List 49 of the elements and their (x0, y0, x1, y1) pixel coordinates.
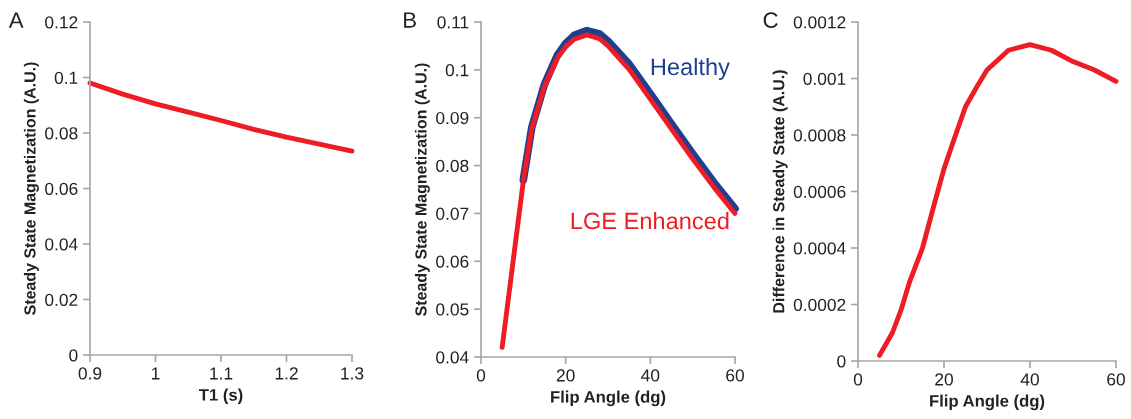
y-axis-title: Steady State Magnetization (A.U.) (23, 62, 39, 315)
y-tick-label: 0.08 (45, 127, 78, 140)
y-tick-label: 0.001 (803, 72, 846, 85)
x-tick-label: 1 (152, 367, 160, 380)
y-tick-label: 0.02 (45, 293, 78, 306)
y-tick-label: 0.0004 (793, 242, 846, 255)
y-tick-label: 0.04 (436, 351, 469, 364)
chart-title: A (8, 12, 24, 28)
x-tick-label: 1.2 (275, 367, 298, 380)
chart-title: B (404, 12, 416, 28)
y-tick-label: 0.1 (54, 71, 78, 84)
x-tick-label: 0.9 (78, 367, 102, 380)
series-label: LGE Enhanced (571, 212, 729, 230)
y-tick-label: 0.06 (45, 182, 78, 195)
chart-title: C (763, 12, 778, 28)
x-tick-label: 0 (853, 373, 863, 386)
y-tick-label: 0.11 (437, 16, 469, 29)
x-tick-label: 20 (556, 369, 575, 382)
y-axis-title: Difference in Steady State (A.U.) (772, 70, 788, 313)
line-series (87, 80, 355, 154)
y-tick-label: 0.0002 (793, 298, 846, 311)
line-series (499, 32, 738, 350)
x-tick-label: 0 (476, 369, 486, 382)
y-tick-label: 0.0008 (793, 129, 846, 142)
y-tick-label: 0.06 (436, 255, 469, 268)
x-tick-label: 60 (726, 369, 744, 382)
x-tick-label: 1.1 (210, 367, 233, 380)
x-tick-label: 40 (1020, 373, 1039, 386)
series-label: Healthy (651, 57, 730, 80)
y-tick-label: 0.12 (45, 16, 78, 29)
y-tick-label: 0.09 (436, 111, 469, 125)
y-tick-label: 0.0006 (793, 185, 846, 198)
y-axis-title: Steady State Magnetization (A.U.) (414, 63, 430, 316)
line-series (877, 42, 1119, 358)
x-tick-label: 60 (1107, 373, 1125, 386)
y-tick-label: 0 (837, 355, 846, 368)
y-tick-label: 0.05 (436, 303, 469, 316)
x-axis-title: Flip Angle (dg) (551, 390, 666, 407)
y-tick-label: 0.08 (436, 159, 469, 173)
x-axis-title: T1 (s) (198, 388, 243, 405)
x-axis-title: Flip Angle (dg) (930, 394, 1045, 411)
x-tick-label: 20 (935, 373, 953, 386)
x-tick-label: 1.3 (341, 367, 364, 380)
y-tick-label: 0.04 (45, 238, 78, 251)
y-tick-label: 0.07 (436, 207, 469, 220)
y-tick-label: 0 (69, 349, 78, 362)
y-tick-label: 0.0012 (793, 16, 846, 29)
y-tick-label: 0.1 (445, 64, 469, 77)
x-tick-label: 40 (641, 369, 660, 382)
